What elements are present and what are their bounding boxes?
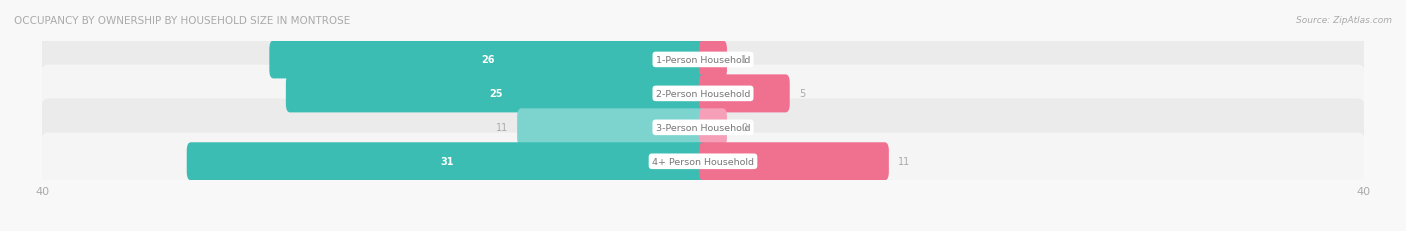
FancyBboxPatch shape (699, 41, 727, 79)
Text: 0: 0 (741, 123, 747, 133)
Text: 5: 5 (799, 89, 806, 99)
FancyBboxPatch shape (517, 109, 707, 147)
Text: 3-Person Household: 3-Person Household (655, 123, 751, 132)
Text: 11: 11 (898, 157, 910, 167)
FancyBboxPatch shape (699, 75, 790, 113)
Text: 31: 31 (440, 157, 454, 167)
Text: 1: 1 (741, 55, 747, 65)
FancyBboxPatch shape (699, 109, 727, 147)
Text: 25: 25 (489, 89, 503, 99)
FancyBboxPatch shape (41, 32, 1365, 89)
FancyBboxPatch shape (270, 41, 707, 79)
Text: 11: 11 (496, 123, 508, 133)
Text: 26: 26 (481, 55, 495, 65)
Text: 4+ Person Household: 4+ Person Household (652, 157, 754, 166)
Legend: Owner-occupied, Renter-occupied: Owner-occupied, Renter-occupied (592, 229, 814, 231)
FancyBboxPatch shape (285, 75, 707, 113)
FancyBboxPatch shape (699, 143, 889, 180)
FancyBboxPatch shape (187, 143, 707, 180)
Text: Source: ZipAtlas.com: Source: ZipAtlas.com (1296, 16, 1392, 25)
FancyBboxPatch shape (41, 99, 1365, 156)
FancyBboxPatch shape (41, 65, 1365, 123)
Text: 2-Person Household: 2-Person Household (655, 89, 751, 98)
Text: 1-Person Household: 1-Person Household (655, 56, 751, 65)
Text: OCCUPANCY BY OWNERSHIP BY HOUSEHOLD SIZE IN MONTROSE: OCCUPANCY BY OWNERSHIP BY HOUSEHOLD SIZE… (14, 16, 350, 26)
FancyBboxPatch shape (41, 133, 1365, 190)
